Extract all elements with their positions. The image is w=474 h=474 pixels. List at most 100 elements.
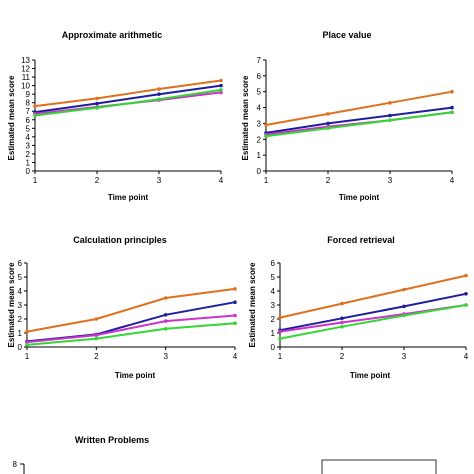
data-point-green	[33, 113, 37, 118]
series-line-green	[265, 111, 453, 138]
x-tick-label: 2	[326, 176, 331, 185]
y-tick-label: 8	[13, 460, 18, 469]
y-tick-label: 10	[21, 82, 30, 91]
x-tick-label: 2	[95, 176, 100, 185]
panel-title: Forced retrieval	[327, 235, 395, 245]
y-tick-label: 0	[271, 343, 276, 352]
data-point-green	[233, 321, 237, 326]
data-point-magenta	[278, 329, 282, 334]
y-tick-label: 4	[26, 133, 31, 142]
ylabel-group: Estimated mean score	[241, 75, 250, 160]
ylabel-group: Estimated mean score	[7, 262, 16, 347]
y-tick-label: 1	[271, 329, 276, 338]
series-line-green	[26, 322, 236, 346]
y-tick-label: 1	[257, 151, 262, 160]
y-tick-label: 1	[26, 158, 31, 167]
panel-title: Approximate arithmetic	[62, 30, 163, 40]
data-point-orange	[95, 96, 99, 101]
y-tick-label: 6	[26, 116, 31, 125]
data-point-blue	[95, 101, 99, 106]
y-tick-label: 3	[26, 141, 31, 150]
panel-title: Written Problems	[75, 435, 149, 445]
y-tick-label: 0	[257, 167, 262, 176]
data-point-green	[163, 327, 168, 331]
y-tick-label: 6	[271, 259, 276, 268]
x-tick-label: 4	[464, 352, 469, 361]
data-point-magenta	[219, 90, 223, 95]
data-point-green	[95, 106, 99, 110]
x-axis-label: Time point	[108, 193, 149, 202]
y-axis-label: Estimated mean score	[7, 75, 16, 160]
data-point-blue	[402, 304, 406, 309]
y-tick-label: 5	[26, 124, 31, 133]
x-tick-label: 1	[264, 176, 269, 185]
x-tick-label: 3	[388, 176, 393, 185]
data-point-magenta	[25, 340, 29, 344]
series-line-magenta	[26, 314, 236, 344]
data-point-blue	[388, 113, 392, 118]
series-line-orange	[26, 287, 236, 333]
data-point-orange	[219, 78, 223, 83]
panel-forced-retrieval: Forced retrieval Estimated mean score Ti…	[248, 235, 469, 380]
data-point-green	[388, 118, 392, 123]
data-point-magenta	[94, 333, 99, 337]
y-tick-label: 4	[257, 104, 262, 113]
series-line-green	[279, 304, 467, 340]
y-tick-label: 0	[18, 343, 23, 352]
panel-title: Calculation principles	[73, 235, 167, 245]
y-tick-label: 2	[257, 135, 262, 144]
data-point-green	[450, 110, 454, 115]
x-tick-label: 2	[94, 352, 99, 361]
data-point-orange	[340, 301, 344, 306]
y-axis-label: Estimated mean score	[241, 75, 250, 160]
data-point-orange	[25, 329, 29, 334]
y-tick-label: 8	[26, 99, 31, 108]
data-point-orange	[163, 296, 168, 300]
x-tick-label: 3	[157, 176, 162, 185]
y-axis-label: Estimated mean score	[7, 262, 16, 347]
x-tick-label: 4	[219, 176, 224, 185]
data-point-green	[94, 336, 99, 341]
data-point-orange	[402, 287, 406, 292]
data-point-green	[25, 343, 29, 347]
y-tick-label: 3	[257, 119, 262, 128]
data-point-blue	[219, 83, 223, 88]
data-point-blue	[163, 313, 168, 317]
data-point-green	[340, 324, 344, 329]
y-tick-label: 0	[26, 167, 31, 176]
y-axis-label: Estimated mean score	[248, 262, 257, 347]
data-point-blue	[340, 316, 344, 321]
y-tick-label: 5	[271, 273, 276, 282]
series-line-blue	[265, 106, 453, 134]
x-tick-label: 4	[233, 352, 238, 361]
y-tick-label: 1	[18, 329, 23, 338]
y-tick-label: 3	[271, 301, 276, 310]
panel-written-problems: Written Problems 8	[13, 435, 437, 474]
y-tick-label: 4	[271, 287, 276, 296]
x-tick-label: 3	[402, 352, 407, 361]
data-point-green	[464, 303, 468, 307]
panel-approximate-arithmetic: Approximate arithmetic Estimated mean sc…	[7, 30, 224, 202]
series-line-orange	[34, 79, 222, 108]
y-tick-label: 5	[18, 273, 23, 282]
ylabel-group: Estimated mean score	[7, 75, 16, 160]
data-point-blue	[464, 292, 468, 296]
y-tick-label: 2	[18, 315, 23, 324]
data-point-blue	[157, 92, 161, 96]
x-axis-label: Time point	[339, 193, 380, 202]
x-tick-label: 1	[278, 352, 283, 361]
y-tick-label: 13	[21, 56, 30, 65]
data-point-magenta	[233, 313, 237, 318]
x-tick-label: 1	[25, 352, 30, 361]
data-point-orange	[388, 101, 392, 105]
x-tick-label: 2	[340, 352, 345, 361]
y-tick-label: 11	[22, 73, 31, 82]
data-point-blue	[233, 300, 237, 305]
series-line-orange	[279, 274, 467, 319]
x-axis-label: Time point	[350, 371, 391, 380]
series-line-orange	[265, 90, 453, 126]
y-tick-label: 9	[26, 90, 31, 99]
data-point-green	[278, 336, 282, 341]
